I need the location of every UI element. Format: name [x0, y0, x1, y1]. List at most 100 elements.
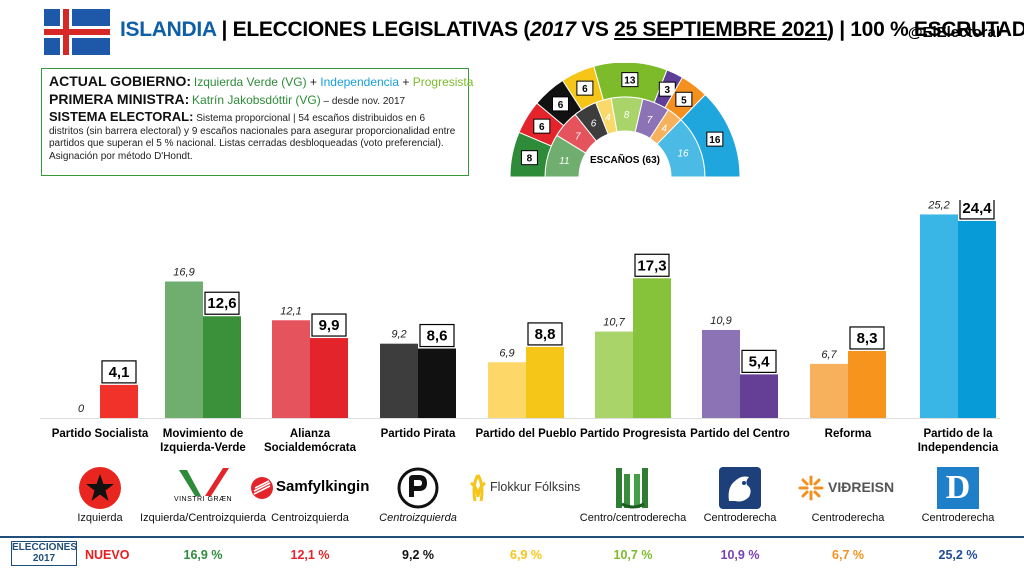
system-label: SISTEMA ELECTORAL:: [49, 109, 194, 124]
vidreisn-logo-text: VIÐREISN: [828, 479, 895, 495]
party-ideology: Centroderecha: [921, 512, 995, 524]
bar-2021: [526, 346, 564, 418]
seat-count-s2017: 7: [575, 131, 581, 142]
data-label-2021: 24,4: [962, 200, 992, 217]
socialist-star-logo-icon: [78, 466, 122, 510]
seat-count-box: [533, 118, 551, 134]
samfylkingin-logo-text: Samfylkingin: [276, 478, 370, 495]
data-label-2017: 0: [78, 403, 85, 415]
gov-party-ind: Independencia: [320, 75, 400, 89]
footer-2017-value: 12,1 %: [290, 548, 330, 562]
seats-label: ESCAÑOS (63): [590, 153, 660, 166]
seat-count-s2017: 8: [624, 110, 630, 121]
data-label-2017: 9,2: [391, 329, 406, 341]
party-name: Partido del Pueblo: [475, 428, 577, 440]
pirate-party-logo-icon: [397, 467, 439, 509]
pm-name: Katrín Jakobsdóttir (VG): [192, 92, 321, 107]
vg-logo-text: VINSTRI GRÆN: [173, 496, 233, 503]
party-name: Partido Progresista: [579, 428, 687, 440]
footer-2017-value: 6,9 %: [510, 548, 542, 562]
data-label-2021: 17,3: [637, 257, 666, 274]
flokkur-folksins-logo-icon: Flokkur Fólksins: [467, 473, 585, 503]
seat-count-s2017: 4: [605, 112, 611, 123]
title-year: 2017: [530, 18, 576, 41]
footer-nuevo: NUEVO: [85, 548, 130, 562]
seat-count-s2017: 7: [647, 115, 653, 126]
data-label-2017: 6,9: [499, 347, 514, 359]
bar-2017: [380, 343, 418, 418]
country-name: ISLANDIA: [120, 18, 216, 41]
bar-2021: [203, 316, 241, 418]
seat-count-s2017: 6: [591, 118, 597, 129]
seat-count-box: [706, 131, 724, 147]
data-label-box: [527, 322, 563, 346]
bar-2017: [810, 363, 848, 418]
bar-2017: [920, 214, 958, 418]
pm-since: – desde nov. 2017: [320, 95, 406, 107]
data-label-2017: 10,7: [603, 317, 625, 329]
bar-2021: [740, 374, 778, 418]
seat-count-s2021: 5: [681, 95, 687, 106]
government-label: ACTUAL GOBIERNO:: [49, 73, 192, 89]
data-label-box: [959, 200, 995, 220]
data-label-box: [849, 326, 885, 350]
bar-2017: [702, 329, 740, 418]
seat-count-box: [520, 150, 538, 166]
bar-2021: [848, 350, 886, 418]
page-title: ISLANDIA | ELECCIONES LEGISLATIVAS (2017…: [120, 18, 1024, 42]
footer-2017-value: 16,9 %: [183, 548, 223, 562]
seat-count-s2021: 6: [558, 100, 564, 111]
bar-2017: [488, 362, 526, 418]
bar-chart: 0 4,1 16,9 12,6 12,1 9,9 9,2 8,6 6,9 8,8 10,7 17,3 1…: [40, 200, 1000, 419]
footer-2017-value: 9,2 %: [402, 548, 434, 562]
bar-2021: [310, 338, 348, 418]
data-label-2021: 8,3: [857, 330, 878, 347]
party-ideology: Centroizquierda: [379, 512, 457, 524]
independence-party-logo-icon: D: [937, 467, 979, 509]
progressive-party-logo-icon: [614, 466, 652, 510]
title-part-a: ELECCIONES LEGISLATIVAS (: [232, 18, 531, 41]
party-name: Partido Pirata: [380, 428, 456, 440]
samfylkingin-logo-icon: Samfylkingin: [250, 473, 370, 503]
data-label-box: [741, 349, 777, 373]
bar-2021: [100, 384, 138, 418]
data-label-2017: 6,7: [821, 349, 837, 361]
seat-count-s2021: 3: [665, 85, 671, 96]
title-part-b: ) | 100 % ESCRUTADO: [826, 18, 1024, 41]
seat-count-s2017: 4: [661, 124, 667, 135]
seat-count-s2017: 11: [559, 156, 569, 167]
data-label-2021: 8,6: [427, 328, 448, 345]
pm-label: PRIMERA MINISTRA:: [49, 90, 190, 107]
header: ISLANDIA | ELECCIONES LEGISLATIVAS (2017…: [0, 0, 1024, 64]
party-name: Partido Socialista: [51, 428, 149, 440]
data-label-box: [419, 323, 455, 348]
seat-count-s2021: 6: [539, 122, 545, 133]
seat-count-box: [675, 91, 693, 107]
footer-2017-value: 6,7 %: [832, 548, 864, 562]
title-separator: |: [216, 18, 233, 41]
data-label-box: [101, 360, 137, 384]
party-ideology: Centro/centroderecha: [579, 512, 687, 524]
footer-2017-value: 10,7 %: [613, 548, 653, 562]
seat-count-s2017: 16: [677, 149, 689, 160]
footer-2017-value: 25,2 %: [938, 548, 978, 562]
party-ideology: Centroderecha: [703, 512, 777, 524]
gov-plus: +: [306, 75, 321, 89]
system-text: Sistema proporcional | 54 escaños distri…: [49, 113, 456, 162]
data-label-2021: 5,4: [749, 353, 771, 370]
footer-2017-value: 10,9 %: [720, 548, 760, 562]
party-name: Partido del Centro: [690, 428, 790, 440]
data-label-2021: 9,9: [319, 317, 340, 334]
bar-2017: [595, 331, 633, 418]
data-label-box: [634, 253, 670, 277]
seat-count-box: [551, 96, 569, 112]
data-label-2017: 10,9: [710, 315, 731, 327]
seat-count-s2021: 13: [624, 76, 636, 87]
party-name: Alianza Socialdemócrata: [263, 428, 357, 454]
seat-count-s2021: 16: [709, 135, 721, 146]
data-label-2021: 12,6: [207, 295, 236, 312]
bar-2017: [165, 281, 203, 418]
title-date: 25 SEPTIEMBRE 2021: [614, 18, 827, 41]
party-name: Partido de la Independencia: [917, 428, 999, 454]
